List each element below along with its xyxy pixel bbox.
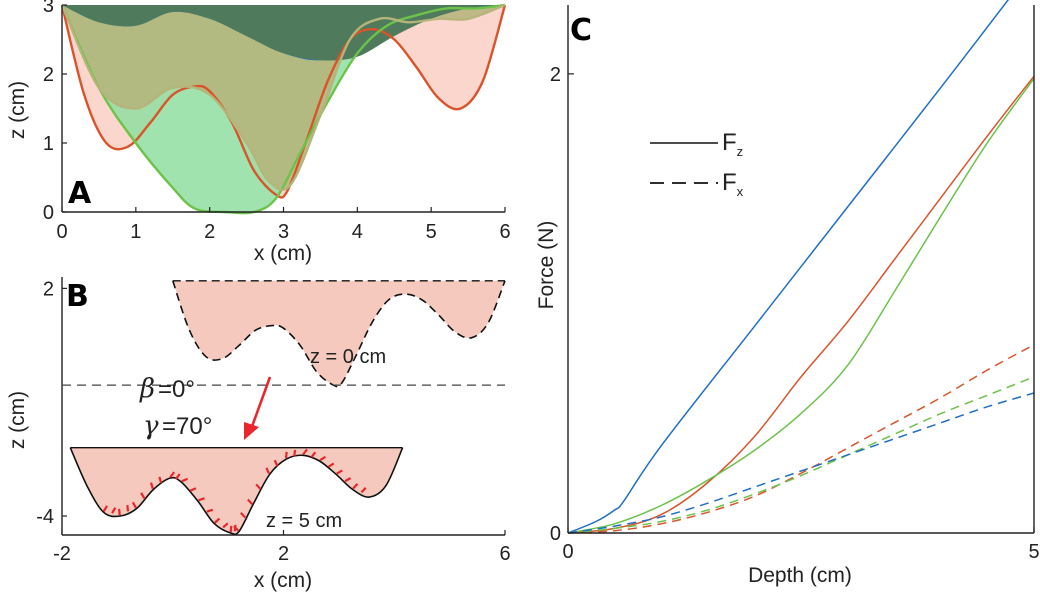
- panel-c-ticks: 0 5 0 2: [550, 64, 1040, 563]
- panel-b-xlabel: x (cm): [254, 569, 312, 592]
- panel-b-arrow-shaft: [248, 376, 272, 433]
- panel-b-hatch: [102, 505, 108, 512]
- panel-a-xtick-label: 1: [130, 221, 141, 243]
- panel-b-hatch: [344, 477, 352, 483]
- panel-b-hatch: [352, 483, 359, 490]
- panel-c-ytick-label: 0: [550, 523, 561, 545]
- panel-a: 0 1 2 3 4 5 6 0 1 2 3 x (cm) z (cm) A: [6, 0, 511, 265]
- panel-b-hatch: [126, 504, 130, 512]
- panel-b-xtick-label: 6: [499, 543, 510, 565]
- panel-a-lines: [60, 3, 507, 215]
- panel-a-ytick-label: 2: [43, 64, 54, 86]
- panel-c-xlabel: Depth (cm): [748, 564, 852, 587]
- panel-a-xtick-label: 0: [56, 221, 67, 243]
- panel-c-lines: [567, 0, 1035, 534]
- panel-b-hatch: [111, 507, 117, 514]
- legend-fx-label: Fx: [722, 169, 744, 199]
- legend-fz-label: Fz: [722, 129, 743, 159]
- gamma-symbol: γ: [143, 411, 159, 441]
- panel-b-hatch: [181, 477, 189, 483]
- panel-a-ytick-label: 1: [43, 133, 54, 155]
- panel-a-ytick-label: 3: [43, 0, 54, 17]
- panel-a-ylabel: z (cm): [6, 81, 29, 139]
- panel-b-hatch: [284, 451, 288, 459]
- panel-c-xtick-label: 0: [562, 541, 573, 563]
- panel-a-xtick-label: 2: [204, 221, 215, 243]
- bottom-shape-label: z = 5 cm: [266, 510, 342, 532]
- panel-b-outline-0: [172, 280, 506, 388]
- panel-b-hatch: [222, 522, 229, 529]
- panel-b-hatch: [117, 508, 121, 516]
- panel-c-legend: Fz Fx: [650, 129, 744, 199]
- panel-c-ytick-label: 2: [550, 64, 561, 86]
- panel-a-xlabel: x (cm): [254, 242, 312, 265]
- panel-a-fill-2: [62, 5, 505, 190]
- panel-b-hatch: [273, 459, 279, 467]
- panel-a-line-2: [60, 3, 506, 192]
- panel-b-hatch: [302, 448, 308, 456]
- panel-b-hatch: [158, 476, 163, 484]
- panel-b-hatch: [247, 498, 253, 505]
- panel-c-series-3: [567, 344, 1035, 534]
- panel-b-ytick-label: 2: [43, 278, 54, 300]
- panel-b-hatch: [140, 492, 146, 499]
- panel-c-series-4: [567, 376, 1035, 534]
- beta-value: =0°: [158, 376, 195, 403]
- panel-a-letter: A: [68, 176, 92, 211]
- panel-b-ytick-label: -4: [36, 506, 54, 528]
- panel-a-xtick-label: 6: [499, 221, 510, 243]
- panel-c: 0 5 0 2 Fz Fx Depth (cm) Force (N) C: [535, 0, 1040, 587]
- panel-c-series-0: [567, 0, 1009, 534]
- panel-b-hatch: [214, 517, 221, 524]
- panel-a-ticks: 0 1 2 3 4 5 6 0 1 2 3: [43, 0, 511, 243]
- panel-b-fills: [69, 280, 506, 536]
- panel-c-series-2: [567, 78, 1035, 534]
- panel-b-hatch: [233, 525, 240, 532]
- panel-b-xtick-label: 2: [278, 543, 289, 565]
- panel-b-hatch: [229, 525, 233, 533]
- panel-b-fill-1: [70, 447, 403, 535]
- panel-b-ticks: -2 2 6 2 -4: [36, 278, 510, 565]
- panel-b-hatch: [189, 487, 197, 492]
- panel-c-series-5: [567, 392, 1035, 534]
- panel-b-hatch: [327, 462, 335, 468]
- panel-b-hatch: [240, 512, 247, 519]
- panel-a-xtick-label: 4: [352, 221, 363, 243]
- panel-b-hatch: [255, 483, 262, 490]
- panel-a-ytick-label: 0: [43, 202, 54, 224]
- panel-b-hatch: [360, 486, 367, 494]
- panel-b-hatch: [169, 471, 176, 478]
- panel-c-letter: C: [570, 13, 592, 48]
- panel-a-line-0: [60, 4, 507, 199]
- panel-b-hatch: [206, 508, 214, 513]
- panel-b-ylabel: z (cm): [6, 391, 29, 449]
- panel-b-hatch: [131, 501, 137, 509]
- beta-symbol: β: [139, 374, 155, 404]
- panel-b-xtick-label: -2: [53, 543, 71, 565]
- panel-b-hatch: [293, 449, 297, 457]
- panel-c-series-1: [567, 75, 1035, 534]
- panel-a-xtick-label: 3: [278, 221, 289, 243]
- panel-b-letter: B: [66, 279, 89, 314]
- top-shape-label: z = 0 cm: [310, 346, 386, 368]
- panel-a-xtick-label: 5: [426, 221, 437, 243]
- panel-b: -2 2 6 2 -4 β =0° γ =70° z = 0 cm z = 5 cm x…: [6, 277, 511, 592]
- panel-b-fill-0: [172, 280, 506, 387]
- panel-b-hatch: [150, 482, 154, 489]
- panel-b-hatch: [310, 451, 317, 458]
- panel-b-hatch: [198, 497, 205, 502]
- panel-b-arrow-head: [244, 422, 259, 440]
- panel-c-xtick-label: 5: [1028, 541, 1039, 563]
- panel-b-hatch: [174, 473, 181, 480]
- panel-c-ylabel: Force (N): [535, 221, 558, 310]
- gamma-value: =70°: [162, 413, 212, 440]
- panel-a-line-1: [60, 3, 506, 215]
- panel-b-hatch: [319, 455, 327, 462]
- panel-b-hatch: [265, 467, 270, 475]
- panel-b-hatch: [336, 469, 343, 475]
